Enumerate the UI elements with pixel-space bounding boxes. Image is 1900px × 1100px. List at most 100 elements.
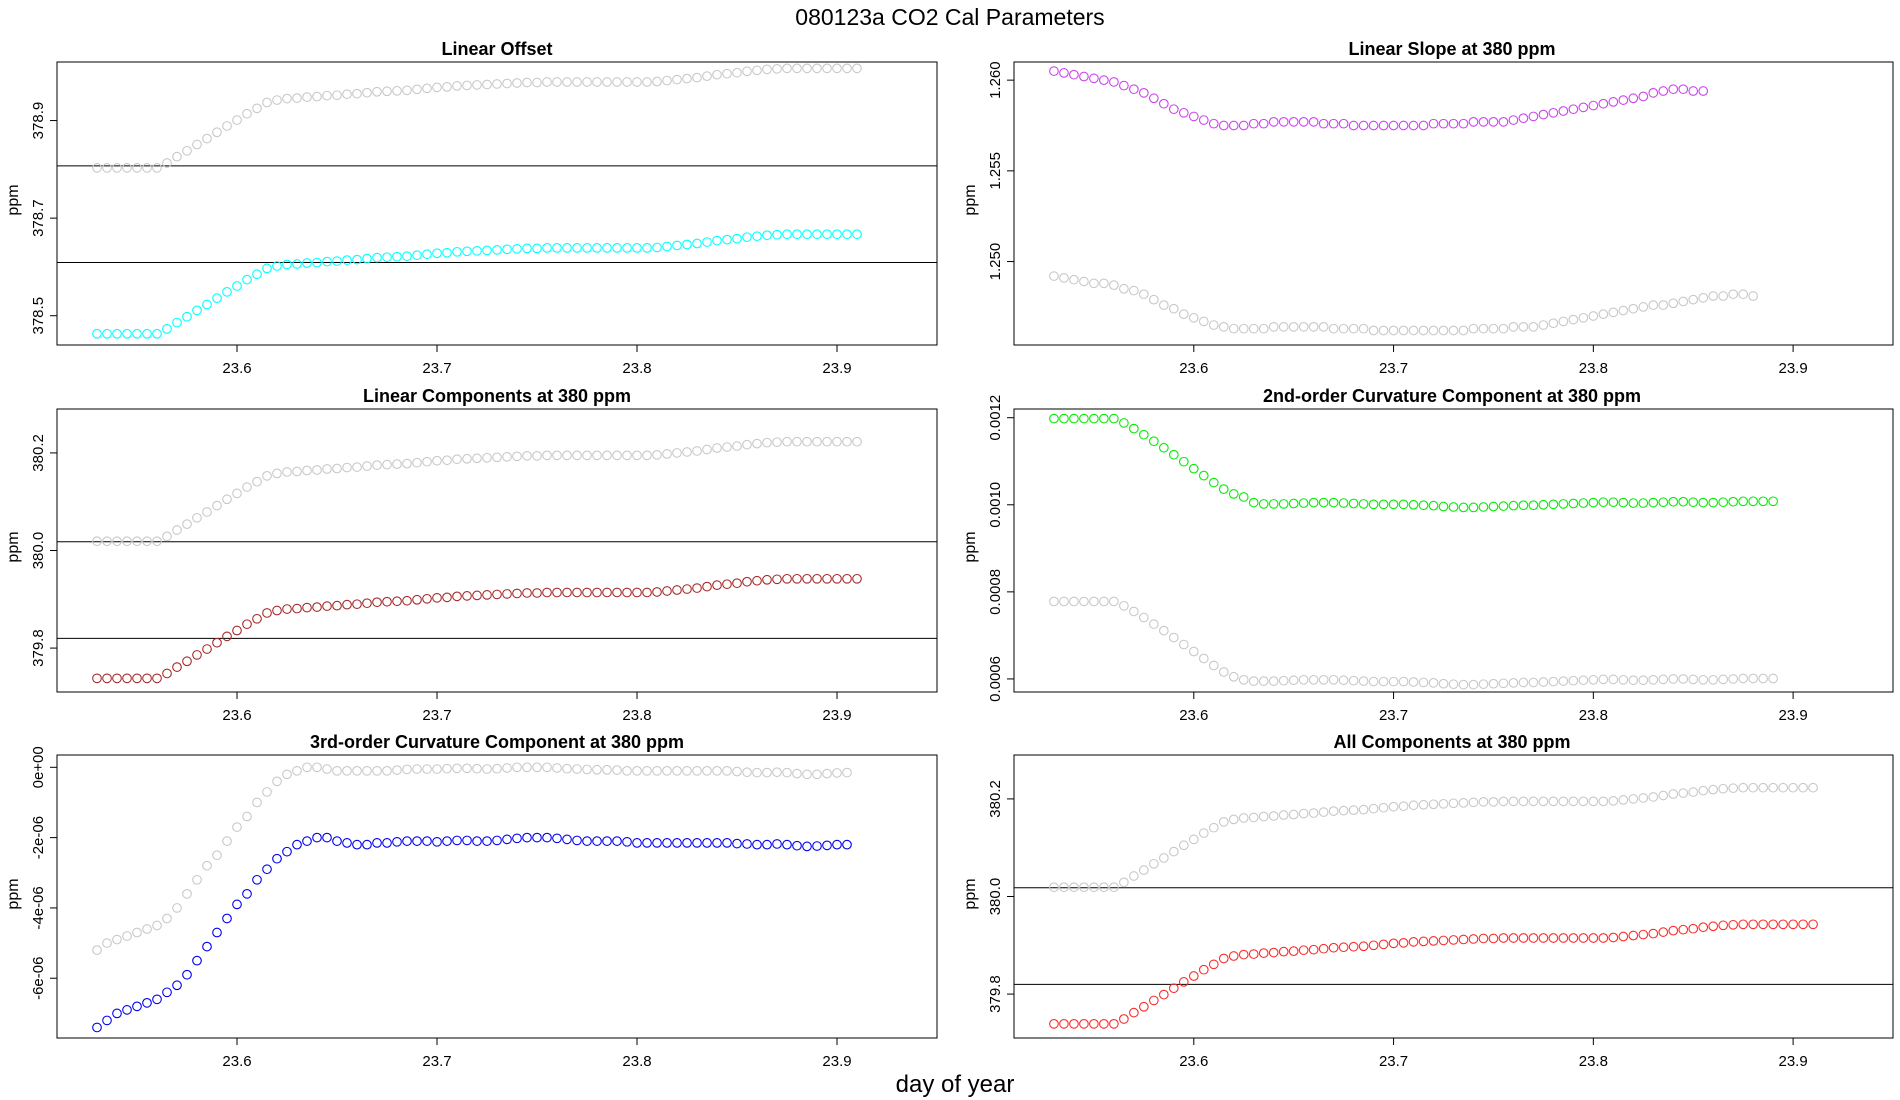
data-point	[132, 927, 142, 938]
data-point	[1358, 676, 1369, 686]
data-point	[602, 764, 612, 775]
data-point	[1438, 118, 1449, 129]
data-point	[1278, 322, 1289, 332]
data-point	[1228, 489, 1239, 499]
data-point	[1158, 442, 1169, 453]
data-point	[812, 63, 822, 74]
data-point	[772, 839, 782, 849]
y-tick-label: 378.7	[30, 199, 47, 237]
data-point	[632, 450, 642, 461]
data-point	[522, 588, 532, 598]
data-point	[1388, 676, 1399, 687]
data-point	[512, 833, 522, 844]
data-point	[142, 328, 152, 339]
data-point	[1608, 307, 1619, 318]
data-point	[1498, 678, 1509, 689]
data-point	[712, 580, 722, 590]
data-point	[1588, 497, 1599, 508]
data-point	[1618, 931, 1629, 942]
data-point	[1328, 942, 1339, 953]
data-point	[1628, 675, 1639, 686]
data-point	[172, 525, 182, 535]
data-point	[682, 73, 692, 84]
data-point	[192, 955, 202, 966]
data-point	[1508, 322, 1519, 332]
panel-linear-offset: Linear Offset ppm 23.6 23.7 23.8 23.9 378.5 3…	[5, 39, 938, 377]
data-point	[1278, 499, 1289, 509]
data-point	[1408, 325, 1419, 336]
data-point	[272, 776, 282, 787]
y-tick-label: 0e+00	[30, 746, 47, 788]
data-point	[742, 232, 752, 243]
data-point	[212, 127, 222, 138]
data-point	[332, 836, 342, 846]
data-point	[312, 832, 322, 843]
data-point	[1748, 782, 1759, 793]
plot-area: 23.6 23.7 23.8 23.9 0.0006 0.0008 0.0010 0.0012	[987, 395, 1894, 724]
data-point	[762, 230, 772, 241]
data-point	[1458, 679, 1469, 690]
data-point	[1079, 1018, 1089, 1029]
data-point	[1578, 102, 1589, 113]
data-point	[192, 650, 202, 660]
data-point	[222, 494, 232, 505]
data-point	[1348, 941, 1359, 952]
data-point	[1079, 882, 1089, 893]
data-point	[1458, 502, 1469, 513]
data-point	[792, 840, 802, 851]
data-point	[812, 769, 822, 780]
data-point	[1228, 120, 1239, 131]
data-point	[812, 573, 822, 584]
data-point	[1458, 325, 1469, 336]
data-point	[532, 450, 542, 461]
data-point	[1288, 946, 1299, 956]
data-point	[352, 462, 362, 472]
data-point	[1708, 291, 1719, 301]
data-point	[1538, 933, 1549, 943]
data-point	[432, 836, 442, 847]
x-tick-label: 23.7	[1379, 360, 1408, 377]
data-point	[752, 438, 762, 449]
data-point	[1248, 497, 1259, 508]
panel-linear-components: Linear Components at 380 ppm ppm 23.6 23.…	[5, 386, 938, 724]
data-point	[1568, 104, 1579, 115]
data-point	[1348, 323, 1359, 334]
data-point	[382, 86, 392, 97]
plot-area: 23.6 23.7 23.8 23.9 1.250 1.255 1.260	[987, 61, 1894, 377]
data-point	[572, 450, 582, 461]
data-point	[1768, 919, 1778, 930]
data-point	[562, 77, 572, 87]
data-point	[1318, 807, 1329, 817]
data-point	[1428, 118, 1439, 129]
data-point	[1298, 322, 1309, 332]
data-point	[1538, 320, 1549, 330]
data-point	[1148, 858, 1159, 869]
data-point	[642, 450, 652, 461]
data-point	[212, 927, 222, 938]
data-point	[1538, 796, 1549, 807]
data-point	[1129, 871, 1139, 881]
data-point	[492, 452, 502, 463]
y-tick-label: 0.0006	[987, 656, 1004, 702]
data-point	[1618, 795, 1629, 805]
data-point	[1568, 796, 1579, 807]
data-point	[822, 229, 832, 240]
data-point	[382, 765, 392, 776]
panel-linear-slope: Linear Slope at 380 ppm ppm 23.6 23.7 23.8…	[962, 39, 1894, 377]
data-point	[232, 899, 242, 910]
data-point	[832, 436, 842, 447]
data-point	[1678, 788, 1689, 798]
data-point	[162, 324, 172, 334]
data-point	[632, 77, 642, 87]
data-point	[1158, 98, 1169, 109]
data-point	[1648, 300, 1659, 310]
data-point	[442, 763, 452, 774]
y-tick-label: 1.250	[987, 243, 1004, 281]
data-point	[102, 1015, 112, 1026]
data-point	[682, 765, 692, 776]
data-point	[852, 436, 862, 447]
data-point	[1139, 289, 1149, 300]
data-point	[632, 243, 642, 253]
data-point	[312, 602, 322, 612]
data-point	[1298, 808, 1309, 819]
